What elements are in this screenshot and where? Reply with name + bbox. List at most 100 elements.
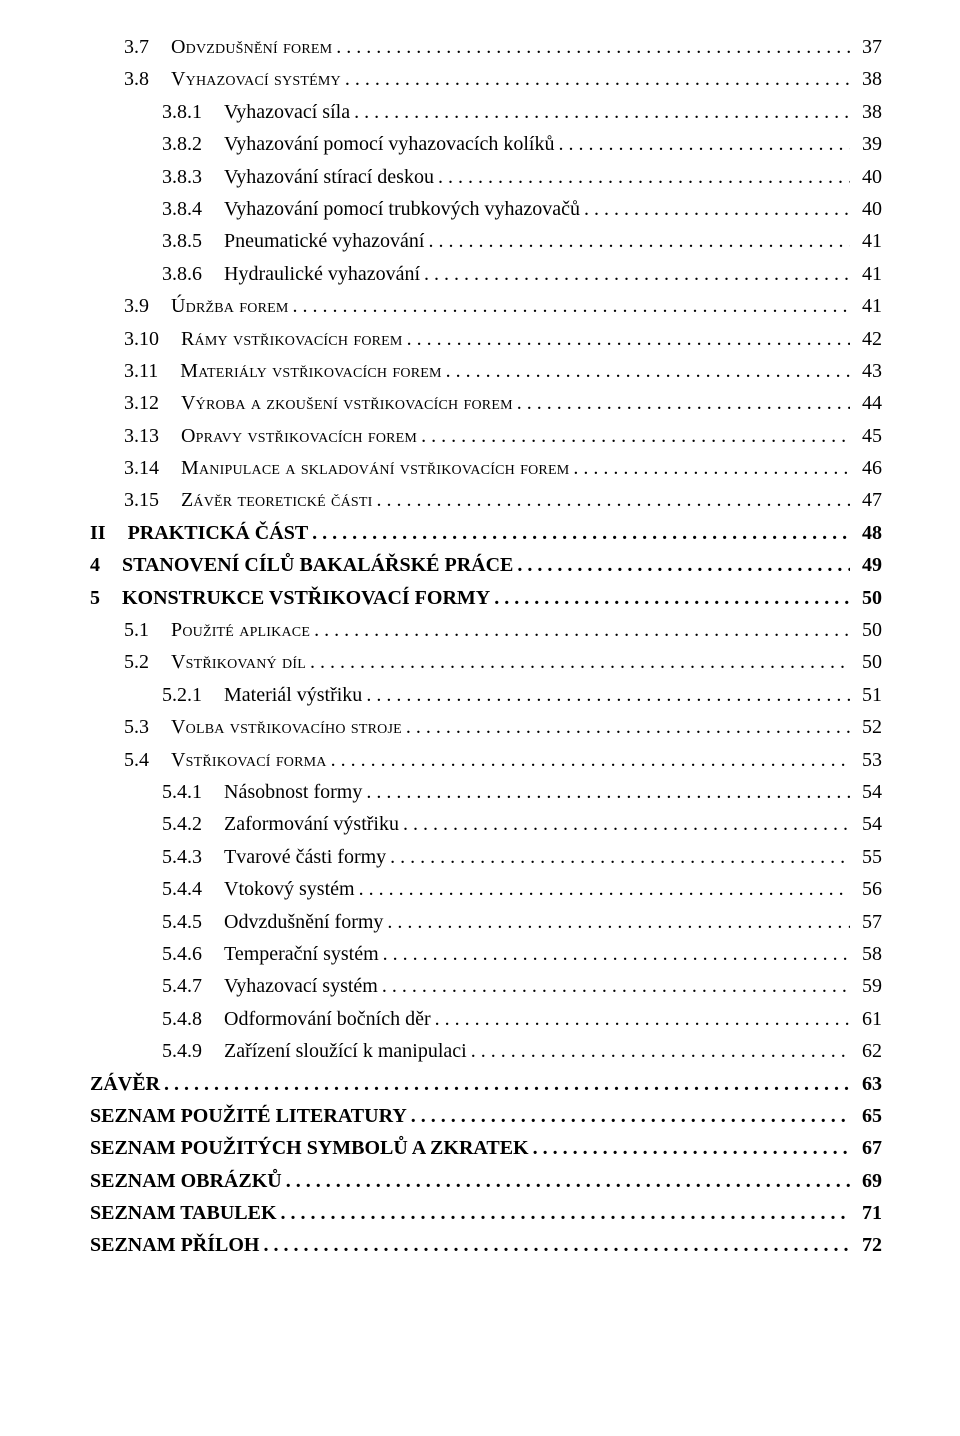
toc-entry: 5.4.7Vyhazovací systém59	[90, 971, 882, 1001]
toc-leader-dots	[435, 1004, 850, 1034]
toc-entry-page: 61	[854, 1004, 882, 1034]
toc-leader-dots	[424, 259, 850, 289]
toc-entry-page: 47	[854, 485, 882, 515]
toc-entry-title: SEZNAM OBRÁZKŮ	[90, 1166, 282, 1196]
toc-entry-page: 45	[854, 421, 882, 451]
toc-entry-number: 3.11	[124, 356, 180, 386]
toc-entry-page: 38	[854, 64, 882, 94]
toc-entry: 3.7Odvzdušnění forem37	[90, 32, 882, 62]
toc-leader-dots	[411, 1101, 850, 1131]
toc-entry: SEZNAM TABULEK71	[90, 1198, 882, 1228]
toc-entry-page: 55	[854, 842, 882, 872]
toc-leader-dots	[517, 388, 850, 418]
toc-entry-number: 3.13	[124, 421, 181, 451]
toc-entry-page: 41	[854, 259, 882, 289]
toc-entry-number: 5.4.9	[162, 1036, 224, 1066]
toc-entry: 3.15Závěr teoretické části47	[90, 485, 882, 515]
toc-entry-number: 3.14	[124, 453, 181, 483]
toc-entry-title: PRAKTICKÁ ČÁST	[128, 518, 309, 548]
toc-entry-number: 5.2.1	[162, 680, 224, 710]
toc-entry-number: 5.3	[124, 712, 171, 742]
toc-entry-title: Hydraulické vyhazování	[224, 259, 420, 289]
toc-entry-page: 54	[854, 777, 882, 807]
toc-entry-title: Tvarové části formy	[224, 842, 386, 872]
toc-leader-dots	[382, 971, 850, 1001]
toc-leader-dots	[354, 97, 850, 127]
toc-entry-title: Rámy vstřikovacích forem	[181, 324, 403, 354]
toc-entry-title: Vyhazování pomocí vyhazovacích kolíků	[224, 129, 554, 159]
toc-entry-title: Vyhazovací systémy	[171, 64, 341, 94]
toc-leader-dots	[533, 1133, 850, 1163]
toc-entry-page: 43	[854, 356, 882, 386]
toc-entry-number: 5.4.1	[162, 777, 224, 807]
toc-leader-dots	[286, 1166, 850, 1196]
toc-entry-page: 51	[854, 680, 882, 710]
toc-entry-number: 3.7	[124, 32, 171, 62]
toc-entry-title: SEZNAM PŘÍLOH	[90, 1230, 259, 1260]
toc-entry-title: Volba vstřikovacího stroje	[171, 712, 402, 742]
toc-page: 3.7Odvzdušnění forem373.8Vyhazovací syst…	[0, 0, 960, 1436]
toc-entry-page: 40	[854, 162, 882, 192]
toc-entry: 5.4Vstřikovací forma53	[90, 745, 882, 775]
toc-entry-title: Vstřikovaný díl	[171, 647, 306, 677]
toc-entry-title: KONSTRUKCE VSTŘIKOVACÍ FORMY	[122, 583, 490, 613]
toc-entry-title: Manipulace a skladování vstřikovacích fo…	[181, 453, 569, 483]
toc-leader-dots	[281, 1198, 850, 1228]
toc-entry-number: 3.8.5	[162, 226, 224, 256]
toc-entry-number: 3.8	[124, 64, 171, 94]
toc-entry-number: 3.8.6	[162, 259, 224, 289]
toc-leader-dots	[446, 356, 850, 386]
toc-entry: 3.8.5Pneumatické vyhazování41	[90, 226, 882, 256]
toc-entry-page: 50	[854, 615, 882, 645]
toc-entry-number: 3.8.2	[162, 129, 224, 159]
toc-entry: 5.4.6Temperační systém58	[90, 939, 882, 969]
toc-entry-number: 5.4.8	[162, 1004, 224, 1034]
toc-entry-title: Vtokový systém	[224, 874, 355, 904]
toc-entry: IIPRAKTICKÁ ČÁST48	[90, 518, 882, 548]
toc-entry: 3.8Vyhazovací systémy 38	[90, 64, 882, 94]
toc-leader-dots	[345, 64, 850, 94]
toc-entry-title: Použité aplikace	[171, 615, 310, 645]
toc-entry-title: Výroba a zkoušení vstřikovacích forem	[181, 388, 513, 418]
toc-entry: 3.8.1Vyhazovací síla38	[90, 97, 882, 127]
toc-entry-title: Opravy vstřikovacích forem	[181, 421, 417, 451]
toc-entry: SEZNAM POUŽITÉ LITERATURY65	[90, 1101, 882, 1131]
toc-entry: 3.13Opravy vstřikovacích forem 45	[90, 421, 882, 451]
toc-leader-dots	[164, 1069, 850, 1099]
toc-entry-number: 5.4.4	[162, 874, 224, 904]
toc-leader-dots	[494, 583, 850, 613]
toc-entry: 5.4.1Násobnost formy54	[90, 777, 882, 807]
toc-entry-number: 3.12	[124, 388, 181, 418]
toc-container: 3.7Odvzdušnění forem373.8Vyhazovací syst…	[90, 32, 882, 1261]
toc-leader-dots	[359, 874, 850, 904]
toc-entry: 5.1Použité aplikace 50	[90, 615, 882, 645]
toc-leader-dots	[471, 1036, 850, 1066]
toc-entry-page: 71	[854, 1198, 882, 1228]
toc-entry-page: 40	[854, 194, 882, 224]
toc-entry-page: 41	[854, 291, 882, 321]
toc-entry-page: 72	[854, 1230, 882, 1260]
toc-entry: 3.11Materiály vstřikovacích forem43	[90, 356, 882, 386]
toc-entry: 3.8.2Vyhazování pomocí vyhazovacích kolí…	[90, 129, 882, 159]
toc-entry-number: 5.1	[124, 615, 171, 645]
toc-entry-title: Odformování bočních děr	[224, 1004, 431, 1034]
toc-entry-page: 58	[854, 939, 882, 969]
toc-leader-dots	[312, 518, 850, 548]
toc-entry-number: 3.10	[124, 324, 181, 354]
toc-entry-title: Pneumatické vyhazování	[224, 226, 425, 256]
toc-entry: 5.4.4Vtokový systém56	[90, 874, 882, 904]
toc-entry-title: SEZNAM POUŽITÉ LITERATURY	[90, 1101, 407, 1131]
toc-entry-page: 57	[854, 907, 882, 937]
toc-entry-title: ZÁVĚR	[90, 1069, 160, 1099]
toc-leader-dots	[366, 680, 850, 710]
toc-entry: SEZNAM PŘÍLOH 72	[90, 1230, 882, 1260]
toc-leader-dots	[331, 745, 850, 775]
toc-leader-dots	[558, 129, 850, 159]
toc-entry-page: 52	[854, 712, 882, 742]
toc-entry: 5.4.3Tvarové části formy55	[90, 842, 882, 872]
toc-entry: 3.8.3Vyhazování stírací deskou40	[90, 162, 882, 192]
toc-entry-title: Vyhazovací systém	[224, 971, 378, 1001]
toc-entry: 3.9Údržba forem41	[90, 291, 882, 321]
toc-entry-title: Údržba forem	[171, 291, 289, 321]
toc-entry-title: Temperační systém	[224, 939, 379, 969]
